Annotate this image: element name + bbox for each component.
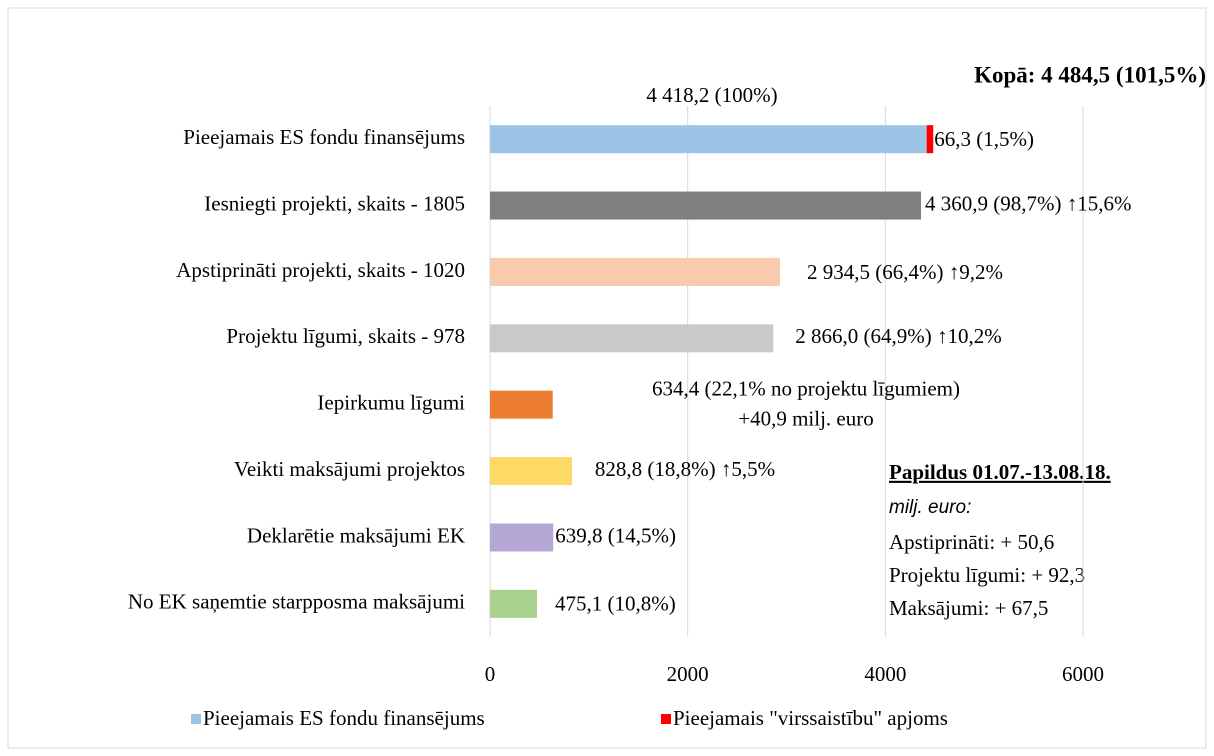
y-tick-label: Pieejamais ES fondu finansējums	[183, 125, 465, 149]
note-line: Apstiprināti: + 50,6	[889, 530, 1054, 554]
bar	[490, 457, 572, 486]
bar	[490, 191, 922, 220]
bar	[490, 257, 781, 286]
legend-label: Pieejamais "virssaistību" apjoms	[673, 706, 948, 730]
bar	[490, 390, 553, 419]
y-tick-label: Deklarētie maksājumi EK	[247, 523, 465, 547]
y-tick-label: Projektu līgumi, skaits - 978	[226, 324, 465, 348]
x-tick-label: 0	[485, 662, 496, 686]
bar	[926, 125, 934, 154]
data-label: 2 934,5 (66,4%) ↑9,2%	[807, 260, 1003, 284]
data-label: 475,1 (10,8%)	[555, 592, 676, 616]
x-tick-label: 4000	[864, 662, 906, 686]
legend-swatch	[661, 714, 671, 724]
x-tick-label: 2000	[667, 662, 709, 686]
chart-border	[7, 7, 1207, 749]
x-tick-label: 6000	[1062, 662, 1104, 686]
data-label: 828,8 (18,8%) ↑5,5%	[595, 457, 775, 481]
note-line: Projektu līgumi: + 92,3	[889, 563, 1085, 587]
y-tick-label: Apstiprināti projekti, skaits - 1020	[176, 258, 465, 282]
y-tick-label: Iesniegti projekti, skaits - 1805	[204, 191, 465, 215]
legend-label: Pieejamais ES fondu finansējums	[203, 706, 485, 730]
data-label: 634,4 (22,1% no projektu līgumiem)	[652, 377, 960, 401]
bar	[490, 589, 537, 618]
y-tick-label: Iepirkumu līgumi	[317, 391, 465, 415]
note-line: Maksājumi: + 67,5	[889, 596, 1048, 620]
bar	[490, 324, 774, 353]
note-unit: milj. euro:	[889, 497, 971, 518]
note-title: Papildus 01.07.-13.08.18.	[889, 460, 1111, 484]
bar	[490, 125, 927, 154]
data-label: +40,9 milj. euro	[738, 407, 874, 431]
y-tick-label: No EK saņemtie starpposma maksājumi	[128, 590, 465, 614]
legend-swatch	[191, 714, 201, 724]
data-label: 2 866,0 (64,9%) ↑10,2%	[795, 324, 1001, 348]
data-label: 66,3 (1,5%)	[934, 127, 1034, 151]
total-annotation: Kopā: 4 484,5 (101,5%)	[974, 62, 1206, 87]
data-label: 4 360,9 (98,7%) ↑15,6%	[925, 191, 1131, 215]
data-label: 639,8 (14,5%)	[555, 523, 676, 547]
y-tick-label: Veikti maksājumi projektos	[234, 457, 465, 481]
bar	[490, 523, 554, 552]
data-label: 4 418,2 (100%)	[646, 83, 777, 107]
